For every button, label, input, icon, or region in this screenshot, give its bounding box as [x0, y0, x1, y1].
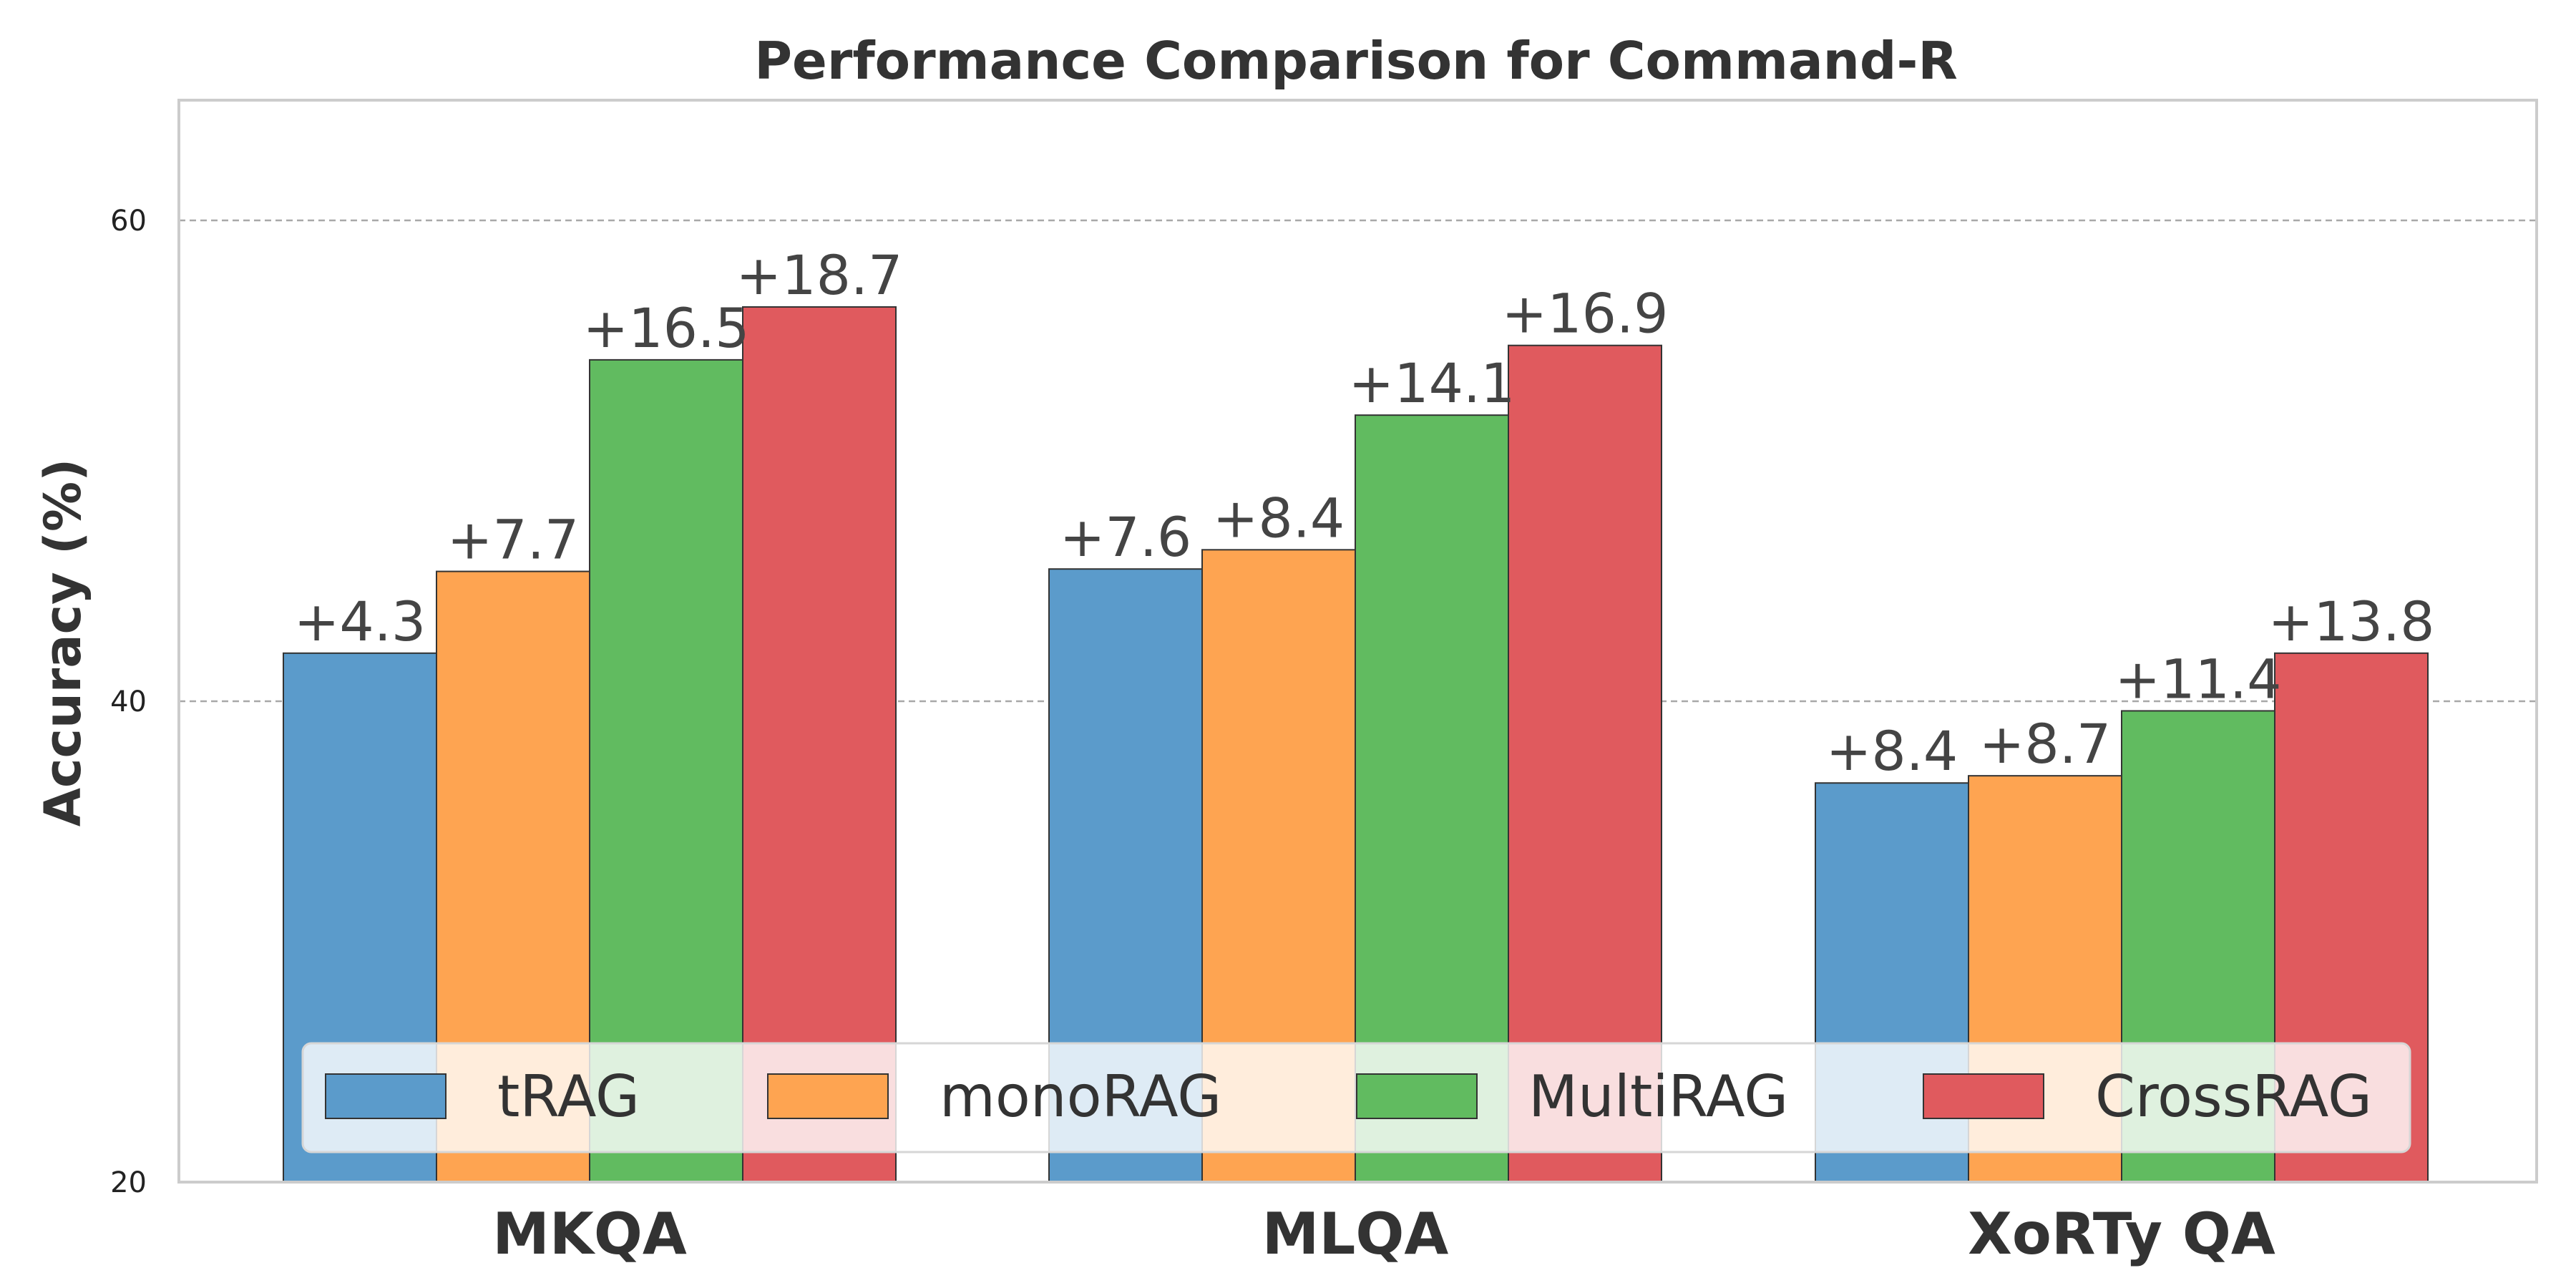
- legend-label-crossrag: CrossRAG: [2095, 1063, 2372, 1130]
- legend-swatch-multirag: [1356, 1073, 1478, 1119]
- legend-label-multirag: MultiRAG: [1528, 1063, 1788, 1130]
- data-label: +8.7: [1979, 712, 2112, 776]
- data-label: +13.8: [2268, 590, 2435, 653]
- y-axis-label: Accuracy (%): [34, 459, 92, 826]
- legend-swatch-trag: [325, 1073, 447, 1119]
- legend-label-monorag: monoRAG: [940, 1063, 1221, 1130]
- data-label: +7.7: [447, 508, 580, 572]
- legend-swatch-crossrag: [1923, 1073, 2044, 1119]
- data-label: +8.4: [1213, 486, 1345, 550]
- x-tick-label: XoRTy QA: [1968, 1201, 2275, 1267]
- data-label: +16.5: [583, 296, 750, 360]
- data-label: +16.9: [1502, 282, 1669, 346]
- chart-title: Performance Comparison for Command-R: [754, 31, 1958, 91]
- data-label: +11.4: [2115, 647, 2282, 711]
- y-tick-label: 40: [110, 686, 147, 718]
- x-tick-label: MLQA: [1262, 1201, 1449, 1267]
- data-labels: +4.3 +7.7 +16.5+18.7 +7.6 +8.4 +14.1+16.9 +8.4…: [294, 243, 2435, 783]
- grid-lines: [179, 219, 2537, 703]
- axis-ticks: 20 40 60 MKQA MLQA XoRTy QA: [110, 205, 2275, 1267]
- bar-crossrag-mkqa: [742, 306, 897, 1184]
- legend-label-trag: tRAG: [497, 1063, 640, 1130]
- y-tick-label: 60: [110, 205, 147, 238]
- plot-frame: [177, 99, 2538, 1184]
- data-label: +8.4: [1826, 719, 1958, 783]
- data-label: +18.7: [736, 243, 903, 307]
- data-label: +4.3: [294, 590, 426, 653]
- legend-swatch-monorag: [767, 1073, 889, 1119]
- y-tick-label: 20: [110, 1166, 147, 1199]
- data-label: +7.6: [1060, 505, 1192, 569]
- x-tick-label: MKQA: [492, 1201, 687, 1267]
- legend: tRAG monoRAG MultiRAG CrossRAG: [301, 1042, 2411, 1153]
- data-label: +14.1: [1349, 351, 1516, 415]
